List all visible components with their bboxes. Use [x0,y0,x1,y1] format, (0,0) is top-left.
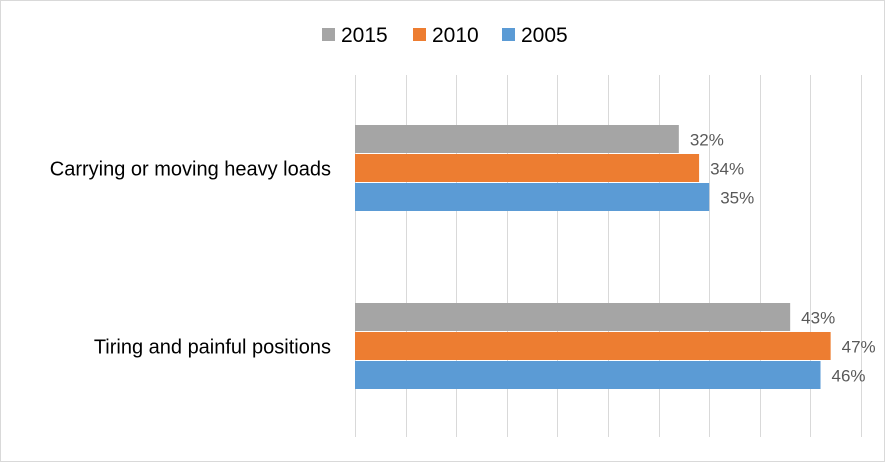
category-label-1: Carrying or moving heavy loads [50,159,331,181]
data-label-2005-2: 46% [832,367,866,386]
bar-2005-2 [355,361,821,389]
data-label-2010-2: 47% [842,338,876,357]
legend-label-2005: 2005 [521,24,568,47]
legend-label-2015: 2015 [341,24,388,47]
data-label-2010-1: 34% [710,160,744,179]
data-label-2015-2: 43% [801,309,835,328]
category-label-2: Tiring and painful positions [94,337,331,359]
bar-2015-1 [355,125,679,153]
bar-2015-2 [355,303,791,331]
legend-swatch-2015 [322,28,335,41]
bar-2005-1 [355,183,710,211]
data-label-2015-1: 32% [690,131,724,150]
data-label-2005-1: 35% [720,189,754,208]
legend-label-2010: 2010 [432,24,479,47]
legend-swatch-2005 [502,28,515,41]
bar-2010-2 [355,332,831,360]
bar-2010-1 [355,154,700,182]
legend-swatch-2010 [413,28,426,41]
